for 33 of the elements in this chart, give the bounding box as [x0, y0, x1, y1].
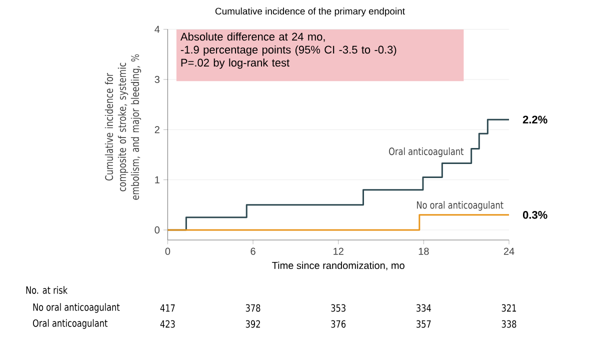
text: 353	[331, 304, 346, 312]
annotation: P=.02 by log-rank test	[181, 58, 290, 69]
text: 334	[416, 304, 431, 312]
y-tick-label: 0	[154, 226, 160, 234]
text: 376	[331, 320, 346, 328]
series-label: No oral anticoagulant	[417, 201, 504, 211]
text: 423	[160, 320, 175, 328]
x-tick-label: 6	[250, 248, 256, 255]
text: No oral anticoagulant	[33, 303, 120, 313]
x-tick-label: 0	[165, 248, 170, 255]
y-axis-title: Cumulative incidence for composite of stroke, systemic embolism, and major bleeding, %	[104, 54, 142, 200]
text: 378	[246, 304, 260, 312]
text: 338	[502, 320, 516, 328]
text: Oral anticoagulant	[32, 319, 108, 329]
text: 392	[246, 320, 260, 328]
annotation: 2.2%	[522, 116, 548, 124]
x-tick-label: 12	[334, 248, 344, 255]
x-tick-label: 24	[504, 248, 514, 255]
series-label: Oral anticoagulant	[389, 147, 464, 158]
y-tick-label: 4	[154, 26, 160, 33]
x-axis-title: Time since randomization, mo	[272, 262, 404, 270]
y-tick-label: 3	[154, 76, 160, 84]
chart-title: Cumulative incidence of the primary endpoint	[215, 8, 405, 16]
text: 357	[416, 320, 431, 328]
x-tick-label: 18	[418, 248, 429, 255]
annotation: Absolute difference at 24 mo,	[180, 32, 325, 42]
y-tick-label: 2	[154, 126, 160, 134]
text: 321	[502, 304, 516, 312]
text: No. at risk	[26, 286, 68, 294]
y-tick-label: 1	[155, 176, 160, 184]
annotation: -1.9 percentage points (95% CI -3.5 to -0.3)	[180, 46, 396, 56]
annotation: 0.3%	[522, 211, 548, 219]
text: 417	[160, 304, 175, 312]
